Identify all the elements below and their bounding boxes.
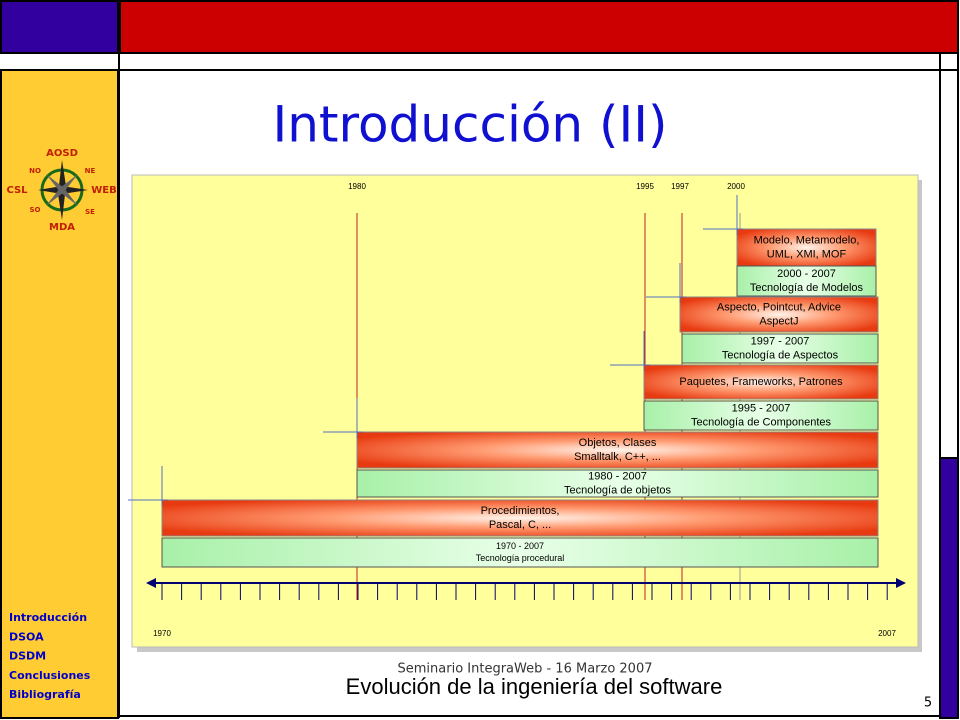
nav-item: DSDM — [9, 650, 46, 663]
tech-bar — [161, 499, 879, 537]
period-bar — [681, 333, 879, 364]
tech-bar — [356, 431, 879, 469]
period-text: Tecnología procedural — [476, 553, 565, 563]
period-text: 1995 - 2007 — [732, 402, 791, 414]
logo-text: WEB — [91, 185, 116, 196]
period-bar — [161, 537, 879, 568]
side-bar — [939, 457, 959, 719]
footer-event: Seminario IntegraWeb - 16 Marzo 2007 — [398, 662, 653, 677]
period-text: 1997 - 2007 — [751, 335, 810, 347]
period-text: Tecnología de Aspectos — [722, 349, 839, 361]
period-bar — [356, 469, 879, 498]
period-text: Tecnología de Modelos — [750, 282, 864, 294]
period-text: Tecnología de Componentes — [691, 416, 832, 428]
logo-text: CSL — [6, 185, 28, 196]
tech-text: Paquetes, Frameworks, Patrones — [679, 376, 843, 388]
logo: AOSD CSL WEB MDA NO NE SO SE — [6, 148, 116, 233]
logo-text: NE — [85, 167, 96, 175]
axis-arrow — [146, 578, 156, 588]
nav: Introducción DSOA DSDM Conclusiones Bibliogr… — [9, 611, 91, 701]
logo-text: AOSD — [46, 148, 78, 159]
logo-text: MDA — [49, 222, 75, 233]
tech-text: Objetos, Clases — [579, 437, 657, 449]
tech-text: Procedimientos, — [481, 505, 560, 517]
tech-bar — [679, 296, 879, 333]
year-label: 1970 — [153, 629, 171, 638]
nav-item: Conclusiones — [9, 669, 91, 682]
diagram: 1980 1995 1997 2000 1970 2007 Modelo, Metamode… — [128, 182, 906, 638]
slide-title: Introducción (II) — [272, 96, 667, 154]
logo-text: SO — [30, 206, 41, 214]
period-text: 2000 - 2007 — [777, 268, 836, 280]
top-bar — [119, 0, 959, 54]
year-label: 1997 — [671, 182, 689, 191]
nav-item: Introducción — [9, 611, 87, 624]
tech-text: Aspecto, Pointcut, Advice — [717, 301, 841, 313]
tech-text: Smalltalk, C++, ... — [574, 451, 661, 463]
period-text: 1970 - 2007 — [496, 541, 544, 551]
tech-text: Pascal, C, ... — [489, 519, 551, 531]
nav-item: Bibliografía — [9, 688, 81, 701]
tech-text: Modelo, Metamodelo, — [754, 234, 860, 246]
logo-text: SE — [85, 208, 95, 216]
year-label: 1995 — [636, 182, 654, 191]
axis-arrow — [896, 578, 906, 588]
period-bar — [643, 400, 879, 431]
tech-bar — [643, 364, 879, 400]
year-label: 1980 — [348, 182, 366, 191]
corner-box — [939, 52, 959, 72]
period-bar — [736, 265, 877, 297]
logo-text: NO — [29, 167, 41, 175]
page-number: 5 — [924, 696, 932, 711]
tech-bar — [736, 228, 877, 267]
tech-text: UML, XMI, MOF — [767, 248, 847, 260]
footer-subtitle: Evolución de la ingeniería del software — [346, 674, 723, 699]
period-text: 1980 - 2007 — [588, 470, 647, 482]
corner-box — [0, 0, 119, 54]
sidebar — [0, 69, 119, 719]
year-label: 2000 — [727, 182, 745, 191]
tech-text: AspectJ — [759, 315, 798, 327]
year-label: 2007 — [878, 629, 896, 638]
period-text: Tecnología de objetos — [564, 484, 672, 496]
side-box — [939, 69, 959, 459]
nav-item: DSOA — [9, 630, 44, 643]
